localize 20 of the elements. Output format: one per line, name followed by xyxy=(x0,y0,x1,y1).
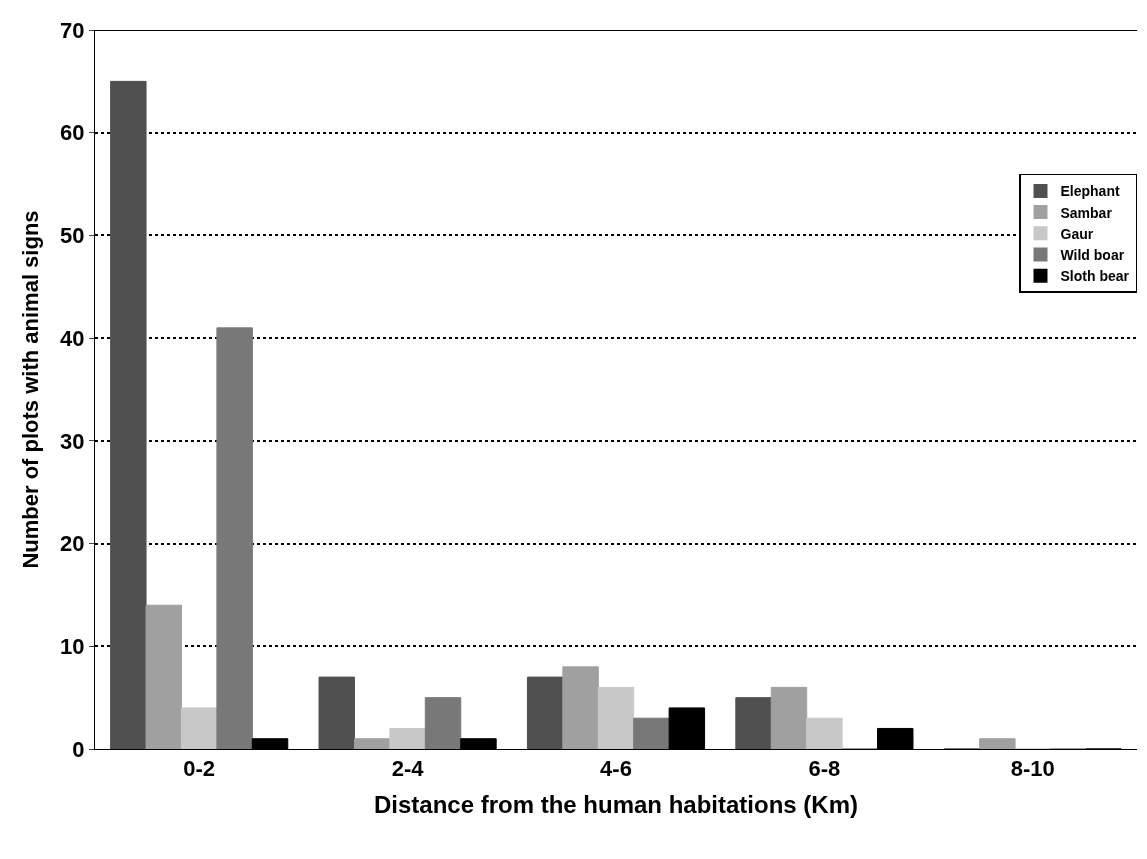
legend-label: Sambar xyxy=(1060,204,1113,221)
x-tick-label: 0-2 xyxy=(183,756,216,782)
y-tick-label: 30 xyxy=(60,428,85,454)
x-tick-label: 4-6 xyxy=(600,756,632,782)
legend-label: Elephant xyxy=(1060,183,1120,200)
y-tick-label: 40 xyxy=(60,325,85,351)
legend-label: Gaur xyxy=(1060,225,1094,242)
x-tick-label: 6-8 xyxy=(808,756,841,782)
y-tick-label: 60 xyxy=(60,120,85,146)
y-tick-label: 10 xyxy=(60,633,85,659)
x-tick-label: 8-10 xyxy=(1010,756,1055,782)
y-tick-label: 50 xyxy=(60,223,85,249)
y-tick-label: 20 xyxy=(60,531,85,557)
y-tick-label: 0 xyxy=(72,736,85,762)
x-tick-label: 2-4 xyxy=(391,756,425,782)
legend-label: Sloth bear xyxy=(1060,268,1130,285)
x-axis-title: Distance from the human habitations (Km) xyxy=(373,790,859,818)
y-axis-title: Number of plots with animal signs xyxy=(17,210,43,569)
y-tick-label: 70 xyxy=(60,17,85,43)
legend-label: Wild boar xyxy=(1060,246,1125,263)
